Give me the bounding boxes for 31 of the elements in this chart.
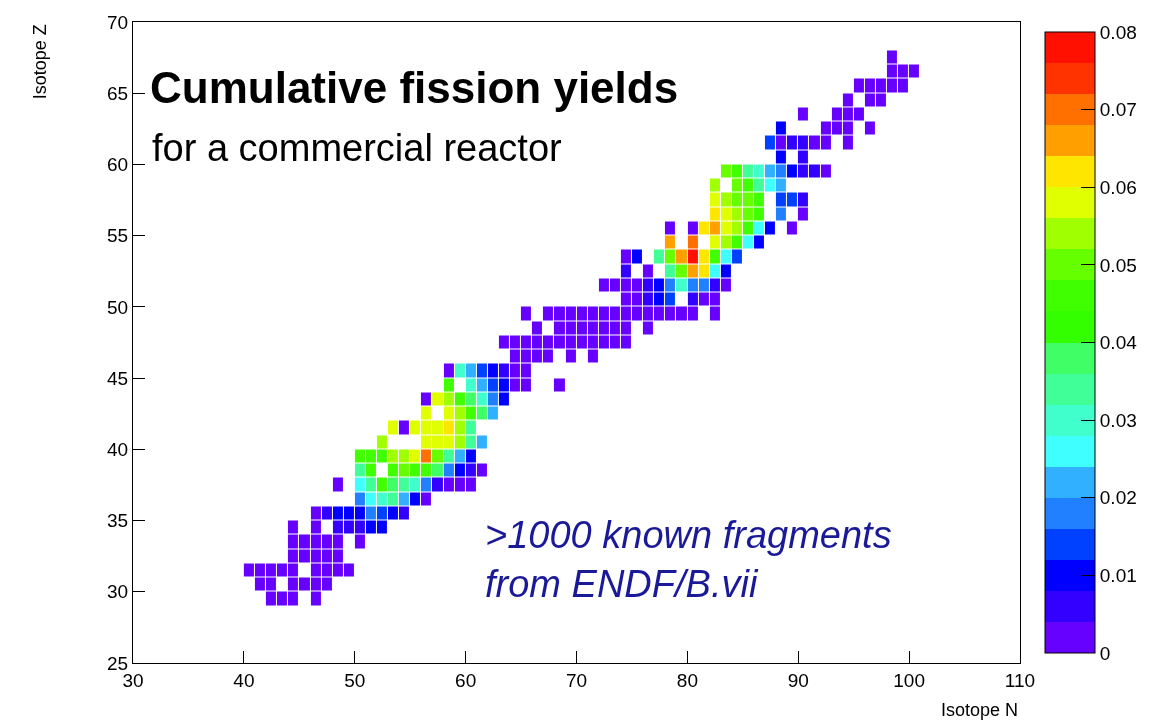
- y-tick-label: 60: [107, 154, 129, 176]
- y-tick-label: 45: [107, 367, 129, 389]
- color-bar-label: 0.04: [1099, 332, 1138, 354]
- color-bar-label: 0: [1099, 642, 1111, 664]
- x-tick-label: 60: [455, 669, 477, 691]
- y-tick-label: 65: [107, 82, 129, 104]
- color-bar-label: 0.05: [1099, 254, 1137, 276]
- x-axis-title: Isotope N: [941, 700, 1019, 720]
- x-tick-label: 50: [344, 669, 366, 691]
- y-tick-label: 50: [107, 296, 129, 318]
- annotation: >1000 known fragments from ENDF/B.vii: [485, 514, 892, 606]
- text: Cumulative fission yields: [150, 62, 679, 112]
- color-bar-label: 0.02: [1099, 487, 1137, 509]
- y-tick-label: 40: [107, 438, 129, 460]
- color-bar-label: 0.01: [1099, 565, 1137, 587]
- text: for a commercial reactor: [152, 127, 563, 169]
- y-tick-label: 55: [107, 225, 129, 247]
- y-axis-title: Isotope Z: [30, 24, 51, 100]
- x-tick-label: 110: [1004, 669, 1036, 691]
- color-bar-label: 0.07: [1099, 99, 1137, 121]
- color-bar-label: 0.03: [1099, 409, 1137, 431]
- y-tick-label: 70: [107, 11, 129, 33]
- x-tick-label: 90: [787, 669, 809, 691]
- y-tick-label: 30: [107, 581, 129, 603]
- y-tick-label: 35: [107, 510, 129, 532]
- x-tick-label: 100: [893, 669, 925, 691]
- x-tick-label: 40: [233, 669, 255, 691]
- color-bar-label: 0.08: [1099, 21, 1137, 43]
- x-tick-label: 70: [565, 669, 588, 691]
- x-tick-label: 80: [676, 669, 698, 691]
- color-bar-label: 0.06: [1099, 176, 1137, 198]
